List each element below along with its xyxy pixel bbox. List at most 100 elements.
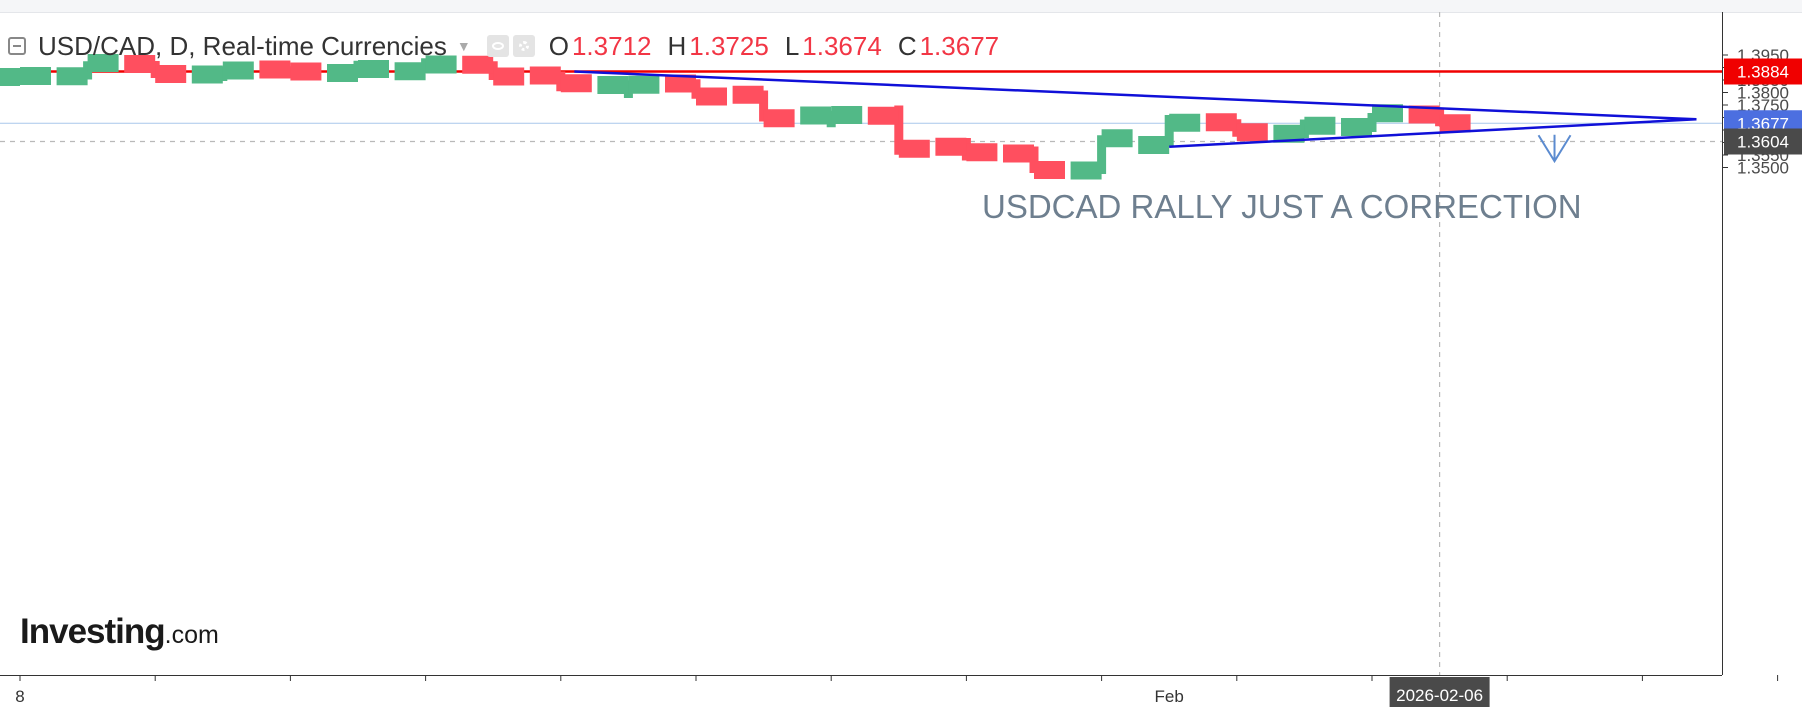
trend-drawings: [574, 70, 1697, 164]
ohlc-bar: [327, 60, 389, 82]
ohlc-bar: [800, 106, 863, 128]
time-axis-label: 8: [15, 687, 24, 706]
bar-close-tick: [1236, 123, 1268, 142]
ohlc-bar: [665, 74, 727, 106]
symbol-title[interactable]: USD/CAD, D, Real-time Currencies: [38, 30, 447, 61]
ohlc-bar: [529, 66, 592, 93]
time-axis-labels: 8 Feb: [15, 687, 1184, 706]
crosshair-date-label: 2026-02-06: [1396, 686, 1483, 705]
bar-open-tick: [0, 68, 20, 86]
low-value: 1.3674: [802, 30, 882, 61]
ohlc-bar: [1341, 104, 1403, 136]
bar-close-tick: [628, 75, 660, 94]
ohlc-bars: [0, 54, 1471, 180]
bar-open-tick: [259, 60, 291, 79]
down-arrow-head: [1537, 134, 1572, 164]
ohlc-bar: [462, 55, 525, 86]
ohlc-bar: [0, 67, 51, 86]
ohlc-bar: [597, 75, 660, 98]
bar-open-tick: [867, 106, 899, 125]
ohlc-bar: [867, 105, 930, 158]
bar-open-tick: [1070, 161, 1102, 180]
bar-open-tick: [1341, 118, 1372, 136]
bar-open-tick: [124, 55, 156, 73]
settings-gear-icon[interactable]: [512, 35, 535, 57]
close-key: C: [897, 30, 917, 61]
bar-open-tick: [327, 64, 358, 82]
bar-close-tick: [425, 55, 457, 74]
chevron-down-icon[interactable]: ▼: [456, 38, 471, 54]
bar-close-tick: [493, 67, 525, 86]
crosshair-price-tag-label: 1.3604: [1737, 133, 1789, 152]
ohlc-bar: [1070, 129, 1133, 180]
bar-close-tick: [560, 74, 592, 93]
bar-close-tick: [966, 143, 998, 162]
collapse-icon[interactable]: [8, 37, 26, 55]
top-toolbar-strip: [0, 0, 1802, 13]
bar-close-tick: [20, 67, 51, 85]
high-key: H: [667, 30, 687, 61]
price-tick-label: 1.3800: [1737, 84, 1789, 103]
ohlc-bar: [1138, 113, 1201, 154]
bar-close-tick: [1304, 116, 1336, 135]
bar-close-tick: [155, 65, 187, 83]
price-tick-label: 1.3500: [1737, 159, 1789, 178]
bar-open-tick: [800, 106, 832, 125]
bar-open-tick: [529, 66, 561, 85]
bar-close-tick: [1439, 114, 1471, 133]
bar-open-tick: [1273, 124, 1305, 143]
chart-annotation: USDCAD RALLY JUST A CORRECTION: [982, 188, 1582, 225]
bar-open-tick: [935, 137, 967, 156]
close-value: 1.3677: [919, 30, 1000, 61]
bar-close-tick: [87, 54, 119, 72]
bar-range: [894, 105, 904, 155]
bar-close-tick: [290, 62, 322, 81]
ohlc-bar: [732, 85, 795, 128]
bar-close-tick: [1169, 113, 1201, 132]
bar-open-tick: [732, 85, 764, 104]
crosshair-date-tag: [1389, 677, 1490, 707]
high-value: 1.3725: [689, 30, 769, 61]
bar-open-tick: [462, 55, 494, 74]
bar-close-tick: [898, 139, 930, 158]
eye-icon[interactable]: [486, 35, 509, 57]
low-key: L: [784, 30, 800, 61]
bar-open-tick: [191, 65, 223, 84]
symbol-legend: USD/CAD, D, Real-time Currencies ▼ O 1.37…: [8, 26, 999, 66]
ohlc-bar: [935, 137, 998, 162]
ohlc-bar: [394, 55, 457, 81]
bar-close-tick: [763, 109, 795, 128]
ohlc-bar: [259, 60, 322, 81]
bar-range: [759, 90, 769, 122]
bar-close-tick: [831, 106, 863, 124]
ohlc-values: O 1.3712 H 1.3725 L 1.3674 C 1.3677: [549, 31, 999, 62]
bar-open-tick: [1003, 144, 1034, 163]
chart-axes: [0, 12, 1779, 681]
bar-close-tick: [696, 87, 727, 106]
time-axis-label: Feb: [1155, 687, 1184, 706]
bar-close-tick: [222, 61, 254, 80]
resistance-price-tag-label: 1.3884: [1737, 63, 1789, 82]
crosshair-price-tag: [1724, 128, 1802, 155]
ohlc-bar: [191, 61, 254, 84]
ohlc-bar: [124, 55, 187, 83]
lower-trendline: [1169, 118, 1697, 148]
upper-trendline: [574, 70, 1697, 121]
ohlc-bar: [1408, 105, 1471, 133]
open-key: O: [548, 30, 569, 61]
bar-close-tick: [1034, 161, 1065, 179]
ohlc-bar: [56, 54, 119, 86]
bar-range: [1097, 135, 1107, 174]
bar-open-tick: [1408, 105, 1440, 124]
bar-close-tick: [1372, 104, 1403, 123]
bar-close-tick: [358, 60, 389, 78]
bar-open-tick: [665, 74, 696, 93]
ohlc-bar: [1003, 144, 1065, 179]
bar-open-tick: [1138, 136, 1170, 154]
ohlc-bar: [1205, 113, 1268, 142]
bar-open-tick: [1205, 113, 1237, 132]
investing-logo: Investing.com: [20, 612, 219, 651]
resistance-price-tag: [1724, 58, 1802, 85]
